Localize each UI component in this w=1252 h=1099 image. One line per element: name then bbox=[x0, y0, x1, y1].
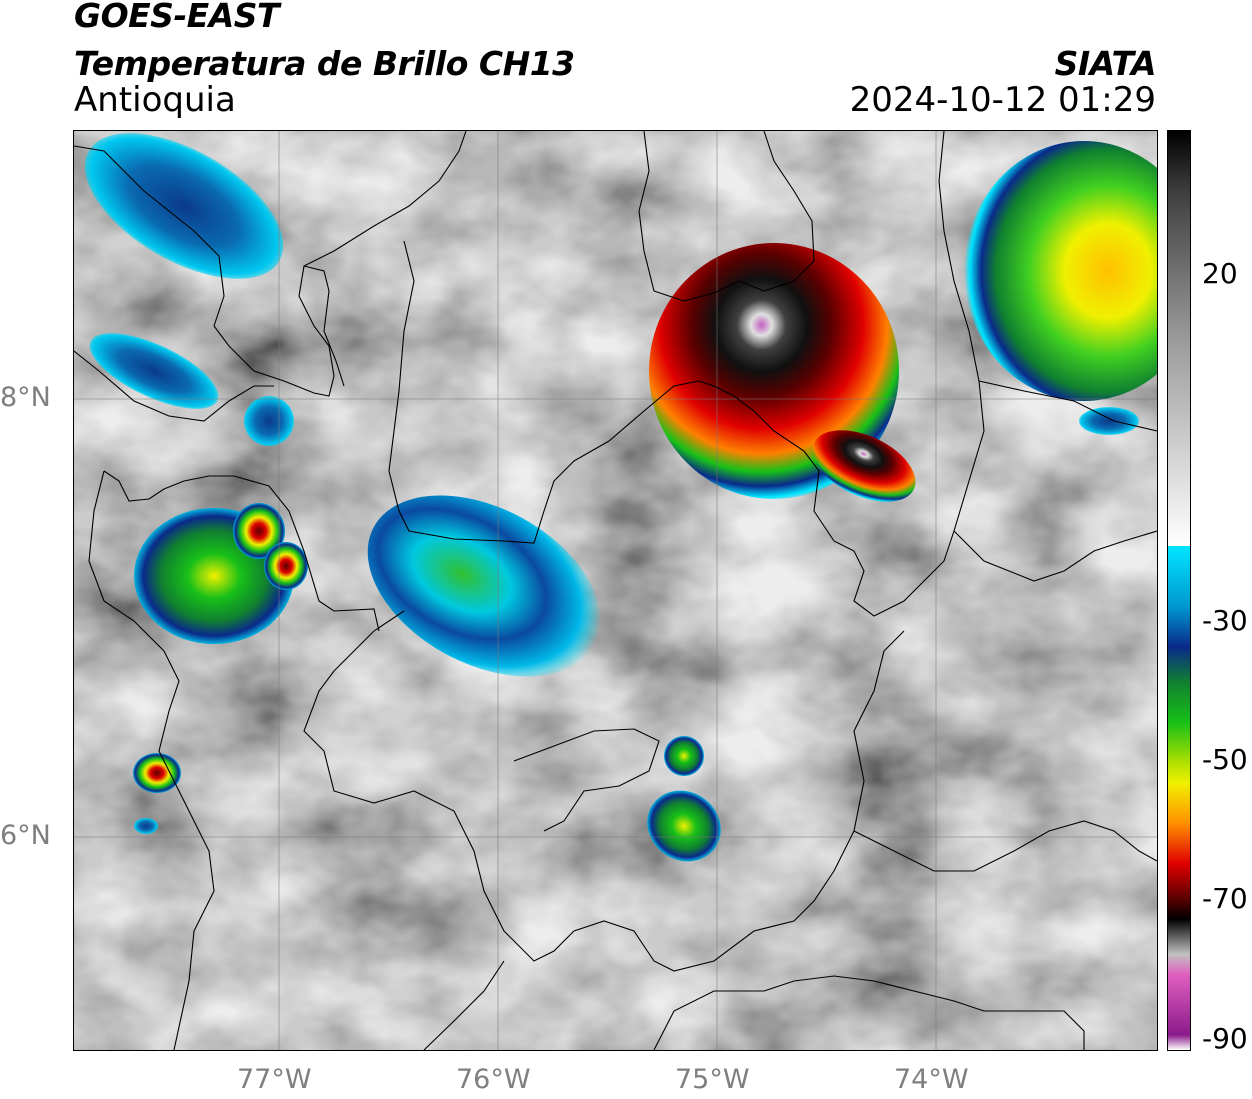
storm-cell-coast bbox=[244, 396, 294, 446]
storm-cell-s2 bbox=[647, 790, 721, 862]
colorbar-ramp bbox=[1168, 131, 1190, 1050]
storm-core-sw bbox=[133, 753, 181, 793]
product-title: Temperatura de Brillo CH13 bbox=[74, 44, 575, 83]
border-panama bbox=[74, 350, 274, 422]
border-south-east bbox=[763, 975, 1085, 1050]
colorbar-label-minus30: -30 bbox=[1202, 604, 1248, 637]
satellite-title-text: GOES-EAST bbox=[74, 0, 280, 35]
agency-label: SIATA bbox=[1054, 44, 1157, 83]
admin-borders bbox=[74, 131, 1157, 1050]
storm-cell-s1 bbox=[664, 736, 704, 776]
storm-cell-ne bbox=[964, 141, 1157, 401]
border-bolivar bbox=[638, 131, 815, 302]
storm-cell-central bbox=[367, 495, 601, 677]
colorbar-warm-segment bbox=[1168, 131, 1190, 546]
colorbar-label-20: 20 bbox=[1202, 257, 1238, 290]
storm-core-1 bbox=[233, 503, 285, 559]
y-tick-8n: 8°N bbox=[0, 382, 51, 413]
y-tick-6n: 6°N bbox=[0, 820, 51, 851]
cold-cloud-tops bbox=[84, 133, 1157, 862]
border-choco-north bbox=[103, 470, 380, 632]
timestamp-label: 2024-10-12 01:29 bbox=[849, 80, 1156, 120]
border-cesar bbox=[978, 380, 1157, 432]
storm-cell-e bbox=[1079, 407, 1139, 435]
region-label: Antioquia bbox=[74, 80, 236, 120]
border-antioquia-south bbox=[303, 610, 905, 972]
border-north-santander bbox=[953, 530, 1157, 582]
x-tick-75w: 75°W bbox=[675, 1064, 750, 1095]
colorbar-label-minus50: -50 bbox=[1202, 743, 1248, 776]
coastline-pacific bbox=[88, 470, 215, 1050]
border-cordoba bbox=[388, 240, 715, 544]
storm-tail bbox=[812, 430, 916, 502]
storm-cell-nw bbox=[84, 133, 284, 279]
graticule bbox=[74, 131, 1157, 1050]
satellite-map[interactable] bbox=[73, 130, 1158, 1051]
storm-core-2 bbox=[264, 542, 308, 590]
storm-cell-sw-small bbox=[134, 818, 158, 834]
x-tick-74w: 74°W bbox=[894, 1064, 969, 1095]
colorbar bbox=[1167, 130, 1191, 1051]
border-caldas bbox=[653, 990, 764, 1050]
x-tick-76w: 76°W bbox=[456, 1064, 531, 1095]
map-canvas bbox=[74, 131, 1157, 1050]
x-tick-77w: 77°W bbox=[237, 1064, 312, 1095]
border-magdalena-river bbox=[713, 131, 985, 617]
coastline-uraba bbox=[74, 131, 467, 397]
storm-cell-w bbox=[89, 333, 219, 409]
coastline-gulf bbox=[303, 265, 345, 387]
border-medellin bbox=[513, 728, 660, 832]
colorbar-label-minus70: -70 bbox=[1202, 882, 1248, 915]
border-santander bbox=[853, 820, 1157, 872]
colorbar-label-minus90: -90 bbox=[1202, 1022, 1248, 1055]
border-choco-south bbox=[423, 960, 505, 1050]
colorbar-cold-segment bbox=[1168, 546, 1190, 1050]
